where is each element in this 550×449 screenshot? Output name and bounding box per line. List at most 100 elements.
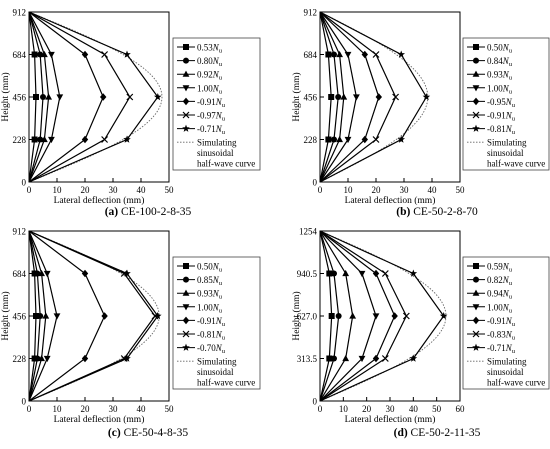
legend-entry: 0.94Nu bbox=[487, 289, 513, 301]
data-point bbox=[358, 270, 366, 278]
series-6 bbox=[28, 230, 162, 402]
legend-unit-subscript: u bbox=[509, 267, 513, 274]
data-point bbox=[344, 51, 352, 59]
legend-unit: N bbox=[505, 316, 513, 326]
data-point bbox=[392, 93, 400, 101]
x-tick-label: 30 bbox=[400, 185, 410, 195]
legend-swatch-marker bbox=[473, 57, 479, 64]
x-tick-label: 40 bbox=[409, 404, 419, 414]
legend-unit-subscript: u bbox=[219, 307, 223, 314]
data-point bbox=[45, 93, 52, 100]
legend-unit: N bbox=[502, 70, 510, 80]
x-tick-label: 40 bbox=[137, 185, 147, 195]
legend-entry: 1.00Nu bbox=[487, 302, 513, 314]
legend-simulation-label: sinusoidal bbox=[197, 148, 234, 158]
data-point bbox=[154, 312, 162, 320]
y-tick-label: 456 bbox=[13, 93, 27, 103]
legend-entry: -0.91Nu bbox=[197, 316, 226, 328]
series-0 bbox=[319, 230, 335, 402]
x-tick-label: 0 bbox=[27, 185, 32, 195]
x-tick-label: 40 bbox=[428, 185, 438, 195]
data-point bbox=[335, 94, 342, 100]
legend-frame bbox=[172, 256, 261, 390]
series-2 bbox=[28, 11, 52, 183]
data-point bbox=[326, 270, 333, 277]
y-tick-label: 313.5 bbox=[297, 354, 318, 364]
panel-caption: (d) CE-50-2-11-35 bbox=[394, 427, 481, 439]
legend-entry: -0.83Nu bbox=[487, 330, 516, 342]
legend-unit: N bbox=[502, 56, 510, 66]
data-point bbox=[48, 51, 55, 59]
chart-panel-c: 0 228 456 684 912 0 10 20 30 40 50 Lateral deflecti… bbox=[0, 227, 261, 439]
legend-unit: N bbox=[215, 316, 223, 326]
y-tick-label: 940.5 bbox=[297, 269, 318, 279]
panel-caption: (c) CE-50-4-8-35 bbox=[108, 427, 188, 439]
data-point bbox=[31, 51, 38, 58]
legend-simulation-label: sinusoidal bbox=[487, 367, 524, 377]
data-point bbox=[33, 313, 39, 319]
legend-swatch-marker bbox=[472, 304, 480, 311]
legend-swatch-marker bbox=[182, 97, 190, 106]
legend-unit: N bbox=[212, 56, 220, 66]
data-point bbox=[101, 51, 109, 58]
legend-simulation-label: half-wave curve bbox=[197, 378, 255, 388]
data-point bbox=[48, 136, 55, 144]
legend-swatch-marker bbox=[183, 263, 189, 269]
chart-panel-d: 0 313.5 627.0 940.5 1254 0 10 20 30 40 50 60 Lateral… bbox=[291, 227, 550, 439]
legend-unit-subscript: u bbox=[509, 61, 513, 68]
chart-panel-b: 0 228 456 684 912 0 10 20 30 40 50 Lateral deflecti… bbox=[291, 8, 550, 218]
x-axis-label: Lateral deflection (mm) bbox=[54, 414, 145, 425]
data-point bbox=[325, 51, 332, 58]
legend-swatch-marker bbox=[182, 70, 190, 77]
data-point bbox=[101, 312, 108, 320]
legend-unit: N bbox=[505, 97, 513, 107]
y-axis-label: Height (mm) bbox=[291, 291, 302, 340]
series-3 bbox=[28, 230, 61, 402]
legend-unit-subscript: u bbox=[509, 48, 513, 55]
x-axis-label: Lateral deflection (mm) bbox=[345, 414, 436, 425]
data-point bbox=[123, 269, 131, 277]
data-point bbox=[372, 51, 380, 58]
panel-caption-title: CE-50-2-11-35 bbox=[411, 427, 481, 439]
y-axis-label: Height (mm) bbox=[0, 72, 11, 121]
y-tick-label: 228 bbox=[304, 135, 318, 145]
data-point bbox=[81, 354, 89, 363]
data-point bbox=[372, 354, 380, 363]
panel-caption-title: CE-50-2-8-70 bbox=[413, 206, 478, 218]
legend-entry: -0.91Nu bbox=[197, 97, 226, 109]
data-point bbox=[43, 270, 51, 278]
legend-swatch-marker bbox=[182, 304, 190, 311]
data-point bbox=[154, 93, 162, 101]
x-tick-label: 10 bbox=[344, 185, 354, 195]
y-tick-label: 228 bbox=[13, 135, 27, 145]
data-point bbox=[40, 94, 46, 100]
legend-unit: N bbox=[502, 289, 510, 299]
legend-swatch-marker bbox=[472, 330, 480, 338]
panel-caption-label: (a) bbox=[105, 206, 121, 218]
series-line bbox=[28, 230, 159, 402]
legend-unit-subscript: u bbox=[222, 321, 226, 328]
legend-unit-subscript: u bbox=[219, 280, 223, 287]
data-point bbox=[81, 269, 89, 278]
legend-entry: 1.00Nu bbox=[487, 83, 513, 95]
legend-unit-subscript: u bbox=[219, 294, 223, 301]
data-point bbox=[81, 50, 89, 59]
data-point bbox=[409, 269, 418, 277]
legend-unit-subscript: u bbox=[509, 88, 513, 95]
panel-caption-title: CE-100-2-8-35 bbox=[121, 206, 192, 218]
legend-simulation-label: Simulating bbox=[197, 357, 237, 367]
data-point bbox=[397, 135, 405, 143]
plot-frame bbox=[28, 230, 170, 402]
legend-unit: N bbox=[502, 302, 510, 312]
data-point bbox=[342, 354, 350, 362]
legend-entry: 0.93Nu bbox=[487, 70, 513, 82]
legend-swatch-marker bbox=[182, 330, 190, 338]
data-point bbox=[100, 93, 107, 101]
legend-entry: -0.71Nu bbox=[197, 124, 226, 136]
legend-unit-subscript: u bbox=[512, 116, 516, 123]
data-point bbox=[123, 354, 131, 362]
x-tick-label: 30 bbox=[386, 404, 396, 414]
